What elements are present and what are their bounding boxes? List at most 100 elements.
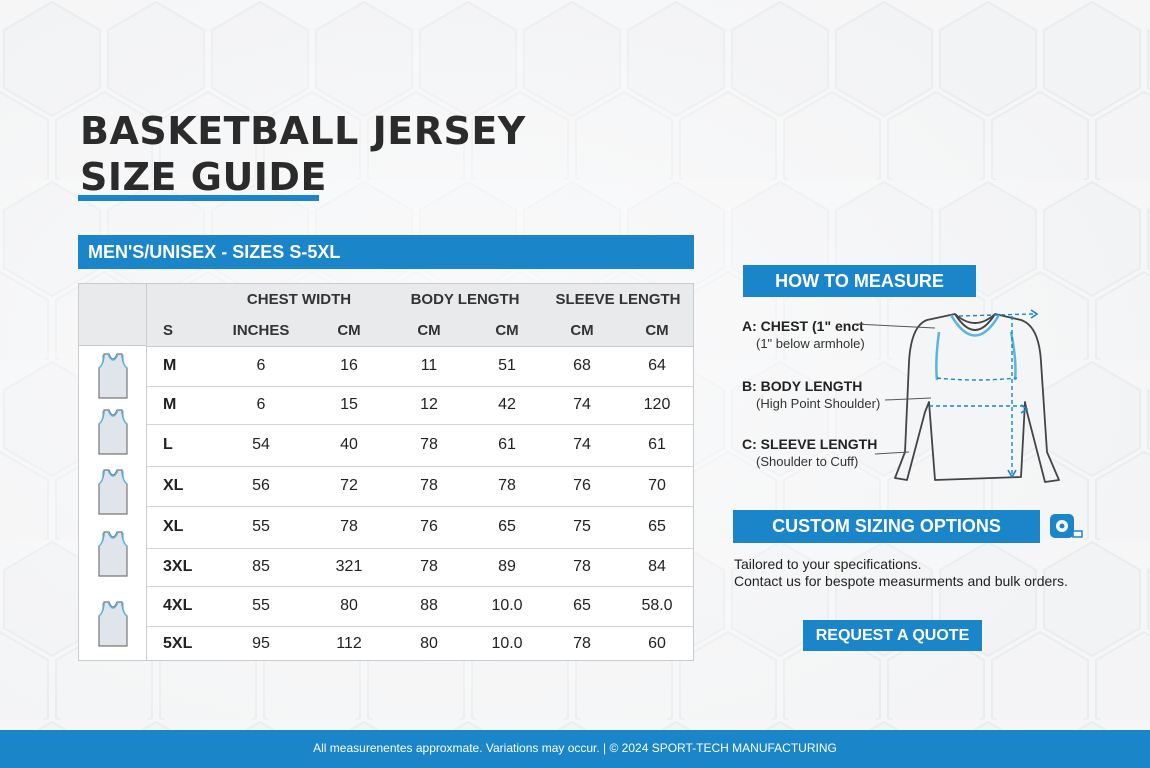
size-cell: M (147, 386, 211, 425)
measuring-tape-icon (1050, 514, 1083, 538)
measurement-cell: 84 (621, 548, 694, 587)
table-row: 4XL 55 80 88 10.0 65 58.0 (147, 586, 694, 627)
group-header-row: CHEST WIDTH BODY LENGTH SLEEVE LENGTH (147, 284, 694, 315)
measurement-cell: 112 (336, 635, 362, 653)
measurement-cell: 65 (543, 586, 622, 627)
measurement-cell: 10.0 (471, 586, 544, 627)
size-cell: 5XL (163, 635, 193, 653)
measurement-cell: 74 (543, 386, 622, 425)
measurement-cell: 55 (211, 586, 311, 627)
measure-sleeve-label: C: SLEEVE LENGTH (742, 436, 878, 452)
measurement-cell: 78 (311, 506, 388, 549)
unit-header: CM (543, 315, 622, 347)
measurement-cell: 321 (311, 548, 388, 587)
custom-line-1: Tailored to your specifications. (734, 556, 922, 572)
footer: All measurenentes approxmate. Variations… (0, 730, 1150, 768)
measurement-cell: 61 (621, 424, 694, 467)
jersey-image-column (79, 284, 147, 660)
size-chart: CHEST WIDTH BODY LENGTH SLEEVE LENGTH S … (78, 283, 694, 661)
measure-chest-note: (1" below armhole) (756, 336, 865, 351)
size-cell: 4XL (147, 586, 211, 627)
measurement-cell: 42 (471, 386, 544, 425)
measurement-cell: 74 (543, 424, 622, 467)
measurement-cell: 55 (211, 506, 311, 549)
page-title: BASKETBALL JERSEY SIZE GUIDE (80, 108, 526, 200)
size-cell: 3XL (147, 548, 211, 587)
measurement-cell: 6 (211, 346, 311, 387)
measurement-cell: 78 (543, 548, 622, 587)
measurement-cell: 76 (543, 466, 622, 507)
measurement-cell: 6 (211, 386, 311, 425)
tank-top-icon (98, 353, 128, 399)
table-row: XL 56 72 78 78 76 70 (147, 466, 694, 507)
measurement-cell: 89 (471, 548, 544, 587)
measurement-cell: 80 (420, 635, 438, 653)
title-line-2: SIZE GUIDE (80, 155, 327, 199)
title-underline (78, 195, 319, 201)
measurement-cell: 76 (387, 506, 472, 549)
measurement-cell: 60 (648, 635, 666, 653)
measurement-cell: 65 (471, 506, 544, 549)
table-row: 5XL 95 112 80 10.0 78 60 (147, 626, 693, 662)
measure-sleeve-note: (Shoulder to Cuff) (756, 454, 859, 469)
measure-body-label: B: BODY LENGTH (742, 378, 863, 394)
custom-line-2: Contact us for bespote measurments and b… (734, 573, 1068, 589)
size-cell: XL (147, 466, 211, 507)
measurement-cell: 16 (311, 346, 388, 387)
section-header: MEN'S/UNISEX - SIZES S-5XL (78, 235, 694, 269)
how-to-measure-header: HOW TO MEASURE (743, 265, 976, 297)
measure-chest: A: CHEST (1" enct (1" below armhole) (742, 318, 865, 351)
measurement-cell: 64 (621, 346, 694, 387)
tank-top-icon (98, 601, 128, 647)
unit-header: S (147, 315, 211, 347)
unit-header: INCHES (211, 315, 311, 347)
table-row: L 54 40 78 61 74 61 (147, 424, 694, 467)
header-chest-width: CHEST WIDTH (211, 284, 388, 315)
measurement-cell: 78 (573, 635, 591, 653)
measure-body-length: B: BODY LENGTH (High Point Shoulder) (742, 378, 880, 411)
table-row: XL 55 78 76 65 75 65 (147, 506, 694, 549)
size-cell: L (147, 424, 211, 467)
measurement-cell: 54 (211, 424, 311, 467)
measurement-cell: 15 (311, 386, 388, 425)
measurement-cell: 95 (252, 635, 270, 653)
measurement-cell: 40 (311, 424, 388, 467)
unit-header: CM (387, 315, 472, 347)
size-cell: M (147, 346, 211, 387)
header-body-length: BODY LENGTH (387, 284, 544, 315)
measurement-cell: 10.0 (491, 635, 523, 653)
measurement-cell: 68 (543, 346, 622, 387)
measurement-cell: 88 (387, 586, 472, 627)
measurement-cell: 61 (471, 424, 544, 467)
tank-top-icon (98, 469, 128, 515)
measurement-cell: 78 (387, 548, 472, 587)
custom-sizing-header: CUSTOM SIZING OPTIONS (733, 510, 1040, 543)
table-row: 3XL 85 321 78 89 78 84 (147, 548, 694, 587)
measure-body-note: (High Point Shoulder) (756, 396, 881, 411)
table-row: M 6 16 11 51 68 64 (147, 346, 694, 387)
tank-top-icon (98, 409, 128, 455)
request-quote-button[interactable]: REQUEST A QUOTE (803, 620, 982, 651)
measurement-cell: 78 (471, 466, 544, 507)
measurement-cell: 12 (387, 386, 472, 425)
tank-top-icon (98, 531, 128, 577)
measurement-cell: 78 (387, 424, 472, 467)
unit-header: CM (311, 315, 388, 347)
measurement-cell: 120 (621, 386, 694, 425)
header-sleeve-length: SLEEVE LENGTH (543, 284, 694, 315)
size-cell: XL (147, 506, 211, 549)
unit-header: CM (621, 315, 694, 347)
long-sleeve-shirt-diagram (855, 309, 1060, 483)
measure-sleeve-length: C: SLEEVE LENGTH (Shoulder to Cuff) (742, 436, 877, 469)
measurement-cell: 56 (211, 466, 311, 507)
table-row: M 6 15 12 42 74 120 (147, 386, 694, 425)
unit-header: CM (471, 315, 544, 347)
measurement-cell: 65 (621, 506, 694, 549)
measure-chest-label: A: CHEST (1" enct (742, 318, 864, 334)
size-table: CHEST WIDTH BODY LENGTH SLEEVE LENGTH S … (147, 284, 694, 662)
measurement-cell: 72 (311, 466, 388, 507)
measurement-cell: 80 (311, 586, 388, 627)
measurement-cell: 58.0 (621, 586, 694, 627)
title-line-1: BASKETBALL JERSEY (80, 109, 526, 153)
measurement-cell: 75 (543, 506, 622, 549)
